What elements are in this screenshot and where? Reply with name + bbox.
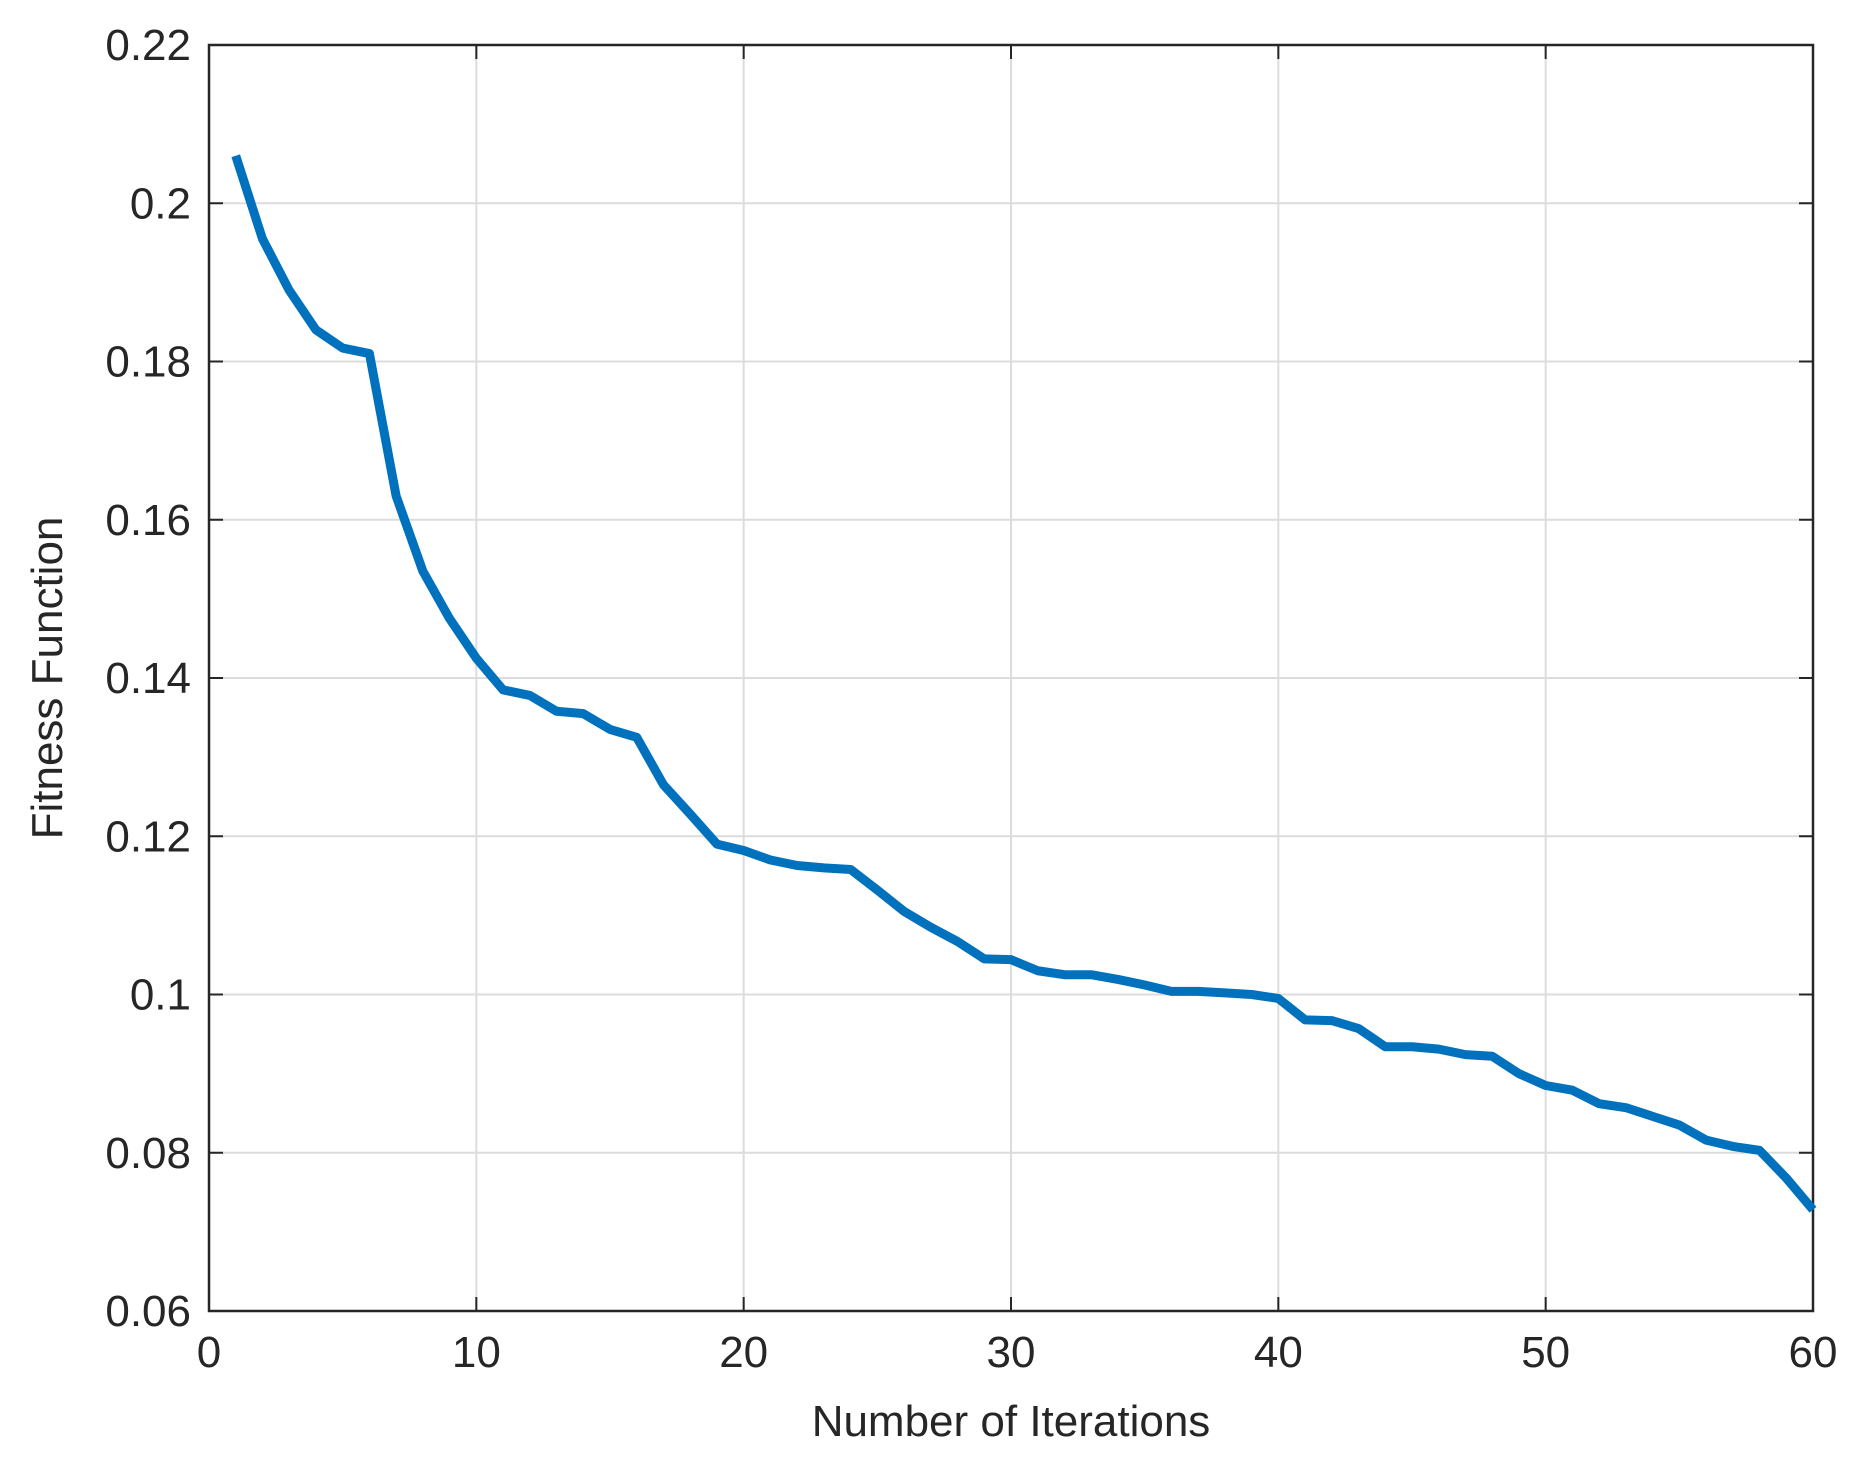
plot-frame	[207, 43, 1815, 1313]
x-tick-label: 30	[987, 1328, 1036, 1377]
y-tick-label: 0.22	[105, 21, 191, 70]
x-tick-label: 0	[197, 1328, 221, 1377]
x-tick-label: 20	[719, 1328, 768, 1377]
y-tick-label: 0.14	[105, 654, 191, 703]
y-tick-label: 0.18	[105, 338, 191, 387]
x-tick-label: 10	[452, 1328, 501, 1377]
x-axis-label: Number of Iterations	[812, 1397, 1211, 1446]
y-tick-label: 0.1	[130, 971, 191, 1020]
x-tick-label: 60	[1789, 1328, 1838, 1377]
y-tick-label: 0.08	[105, 1129, 191, 1178]
y-tick-label: 0.12	[105, 812, 191, 861]
data-line	[231, 154, 1817, 1213]
x-tick-label: 40	[1254, 1328, 1303, 1377]
x-tick-label: 50	[1521, 1328, 1570, 1377]
y-tick-label: 0.2	[130, 179, 191, 228]
y-axis-label: Fitness Function	[23, 517, 72, 840]
y-tick-label: 0.06	[105, 1287, 191, 1336]
y-tick-label: 0.16	[105, 496, 191, 545]
